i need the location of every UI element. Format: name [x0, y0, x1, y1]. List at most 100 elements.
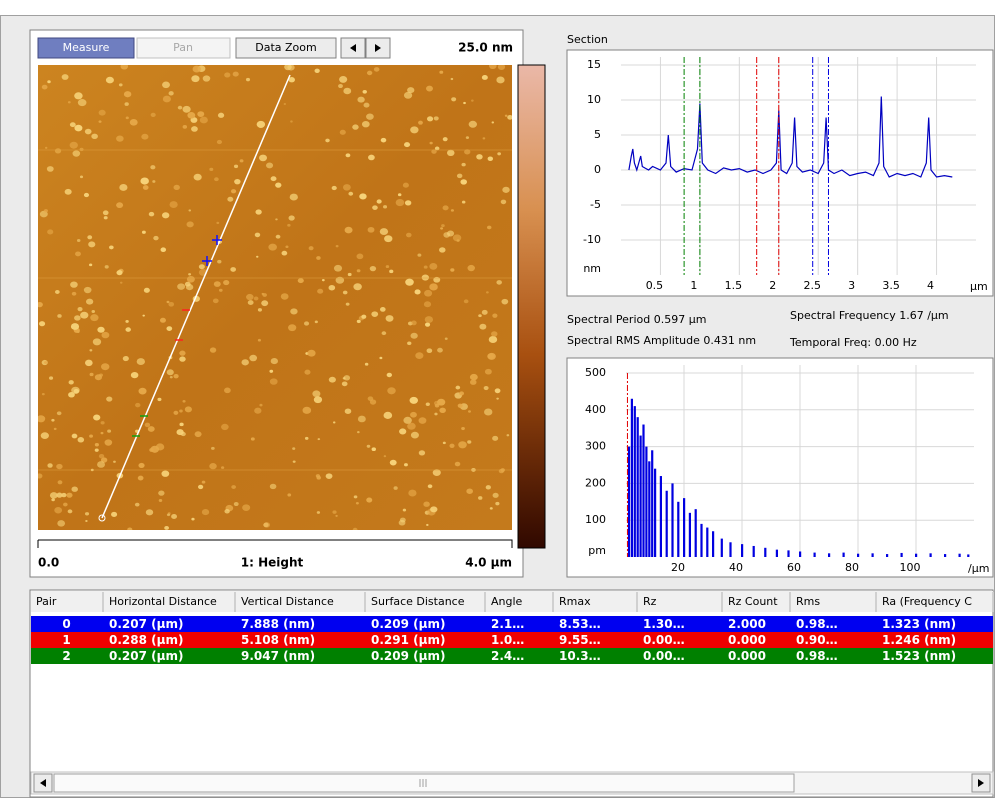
y-tick-label: 200 [585, 476, 606, 489]
table-cell: 1.523 (nm) [882, 649, 956, 663]
spectrum-bar [944, 554, 946, 557]
spectrum-bar [677, 502, 679, 557]
particle [439, 247, 446, 252]
scroll-thumb[interactable] [54, 774, 794, 792]
spectrum-bar [712, 531, 714, 557]
particle [188, 209, 191, 211]
particle [462, 201, 465, 204]
particle [366, 113, 374, 119]
particle [408, 490, 416, 497]
particle [403, 417, 411, 424]
table-cell: 1.30… [643, 617, 685, 631]
particle [199, 264, 205, 269]
particle [99, 110, 106, 116]
particle [58, 480, 63, 484]
particle [97, 461, 105, 468]
particle [70, 142, 78, 149]
particle [403, 509, 406, 512]
particle [429, 142, 432, 145]
particle [428, 484, 433, 488]
particle [485, 369, 492, 375]
spectrum-bar [776, 550, 778, 557]
particle [162, 212, 169, 218]
particle [231, 189, 236, 193]
particle [167, 301, 170, 303]
particle [234, 502, 239, 506]
particle [451, 209, 454, 212]
particle [246, 78, 250, 81]
particle [85, 129, 92, 135]
particle [104, 216, 108, 219]
particle [451, 78, 454, 80]
particle [188, 273, 191, 275]
particle [95, 443, 99, 446]
particle [450, 268, 454, 271]
particle [502, 187, 509, 193]
particle [390, 460, 397, 466]
particle [458, 404, 463, 408]
particle [71, 323, 79, 330]
particle [486, 291, 489, 293]
particle [307, 350, 315, 357]
particle [88, 241, 95, 247]
particle [276, 235, 281, 239]
spectrum-bar [706, 528, 708, 557]
particle [293, 460, 296, 462]
particle [380, 228, 388, 235]
particle [89, 435, 93, 438]
particle [335, 515, 337, 517]
particle [173, 185, 179, 190]
temporal-freq: Temporal Freq: 0.00 Hz [789, 336, 917, 349]
particle [254, 408, 261, 414]
particle [120, 282, 122, 284]
spectrum-bar [683, 498, 685, 557]
particle [158, 490, 164, 495]
y-tick-label: 300 [585, 440, 606, 453]
particle [404, 142, 410, 147]
particle [97, 327, 104, 333]
particle [142, 231, 146, 234]
particle [86, 299, 93, 305]
column-header: Surface Distance [371, 595, 465, 608]
table-cell: 1.0… [491, 633, 524, 647]
x-start-label: 0.0 [38, 556, 59, 570]
particle [403, 183, 409, 188]
particle [105, 265, 109, 268]
particle [224, 72, 230, 77]
particle [111, 512, 117, 517]
particle [191, 518, 194, 521]
particle [429, 263, 437, 270]
section-plot [567, 50, 993, 296]
spectrum-bar [753, 546, 755, 557]
particle [258, 339, 261, 342]
data-zoom-label[interactable]: Data Zoom [255, 41, 316, 54]
particle [460, 179, 467, 184]
particle [451, 97, 456, 101]
color-bar [518, 65, 545, 548]
spectrum-bar [689, 513, 691, 557]
particle [259, 404, 262, 407]
particle [211, 447, 215, 450]
particle [363, 90, 367, 94]
pan-label[interactable]: Pan [173, 41, 193, 54]
particle [329, 377, 336, 383]
particle [80, 176, 83, 179]
measure-label[interactable]: Measure [63, 41, 110, 54]
particle [258, 308, 262, 311]
particle [65, 189, 72, 195]
particle [240, 159, 244, 162]
spectrum-bar [729, 542, 731, 557]
particle [430, 506, 437, 512]
particle [80, 312, 88, 319]
particle [209, 463, 217, 469]
particle [398, 193, 401, 196]
particle [42, 85, 48, 90]
particle [339, 76, 347, 83]
particle [144, 288, 150, 293]
particle [149, 448, 153, 452]
spectrum-bar [814, 553, 816, 557]
app-window: Measure Pan Data Zoom 25.0 nm 0.0 1: Hei… [0, 0, 995, 798]
particle [74, 389, 80, 394]
particle [70, 122, 76, 127]
spectrum-bar [648, 461, 650, 557]
